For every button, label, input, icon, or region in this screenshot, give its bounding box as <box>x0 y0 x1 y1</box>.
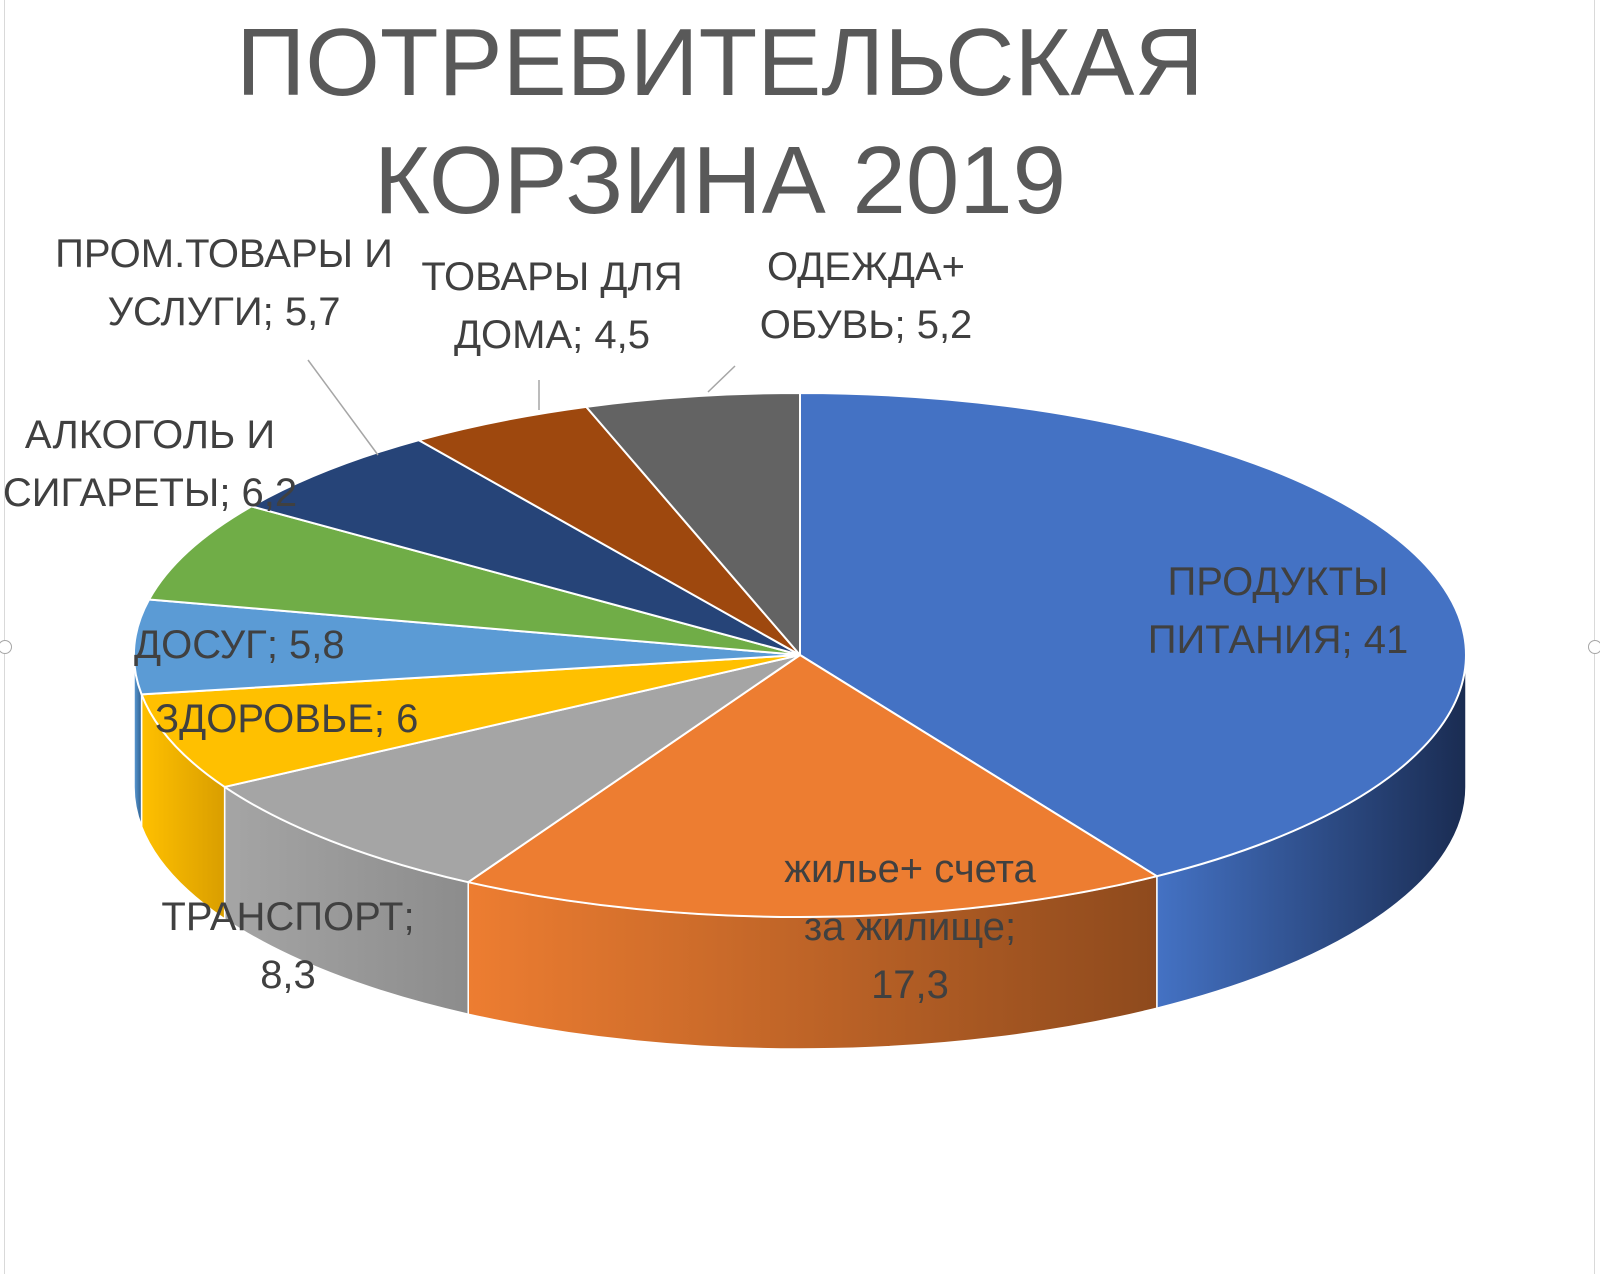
data-label-1-line-2: 17,3 <box>871 963 949 1007</box>
data-label-8: ОДЕЖДА+ ОБУВЬ; 5,2 <box>760 245 973 347</box>
data-label-8-line-0: ОДЕЖДА+ <box>767 245 965 289</box>
pie-slice-2[interactable] <box>223 654 801 884</box>
data-label-1-line-1: за жилище; <box>804 905 1016 949</box>
data-label-7-line-0: ТОВАРЫ ДЛЯ <box>421 255 682 299</box>
data-label-5-line-1: СИГАРЕТЫ; 6,2 <box>3 471 297 515</box>
data-label-5: АЛКОГОЛЬ И СИГАРЕТЫ; 6,2 <box>3 413 297 515</box>
pie-slice-4[interactable] <box>133 598 801 696</box>
resize-handle-right[interactable] <box>1588 640 1600 654</box>
chart-title-line-2: КОРЗИНА 2019 <box>373 127 1066 234</box>
data-label-4-line-0: ДОСУГ; 5,8 <box>134 623 345 667</box>
chart-title-line-1: ПОТРЕБИТЕЛЬСКАЯ <box>236 9 1204 116</box>
pie-slice-5[interactable] <box>148 505 801 656</box>
data-label-3-line-0: ЗДОРОВЬЕ; 6 <box>155 697 418 741</box>
data-label-5-line-0: АЛКОГОЛЬ И <box>25 413 275 457</box>
leader-line-6 <box>307 359 379 456</box>
pie-slice-3[interactable] <box>140 654 801 788</box>
data-label-6-line-0: ПРОМ.ТОВАРЫ И <box>55 232 393 276</box>
pie-slice-6[interactable] <box>250 439 801 656</box>
chart-frame-left-edge <box>4 0 5 1274</box>
data-label-2: ТРАНСПОРТ; 8,3 <box>161 895 414 997</box>
data-label-4: ДОСУГ; 5,8 <box>134 623 345 667</box>
data-label-2-line-1: 8,3 <box>260 953 316 997</box>
data-label-0-line-1: ПИТАНИЯ; 41 <box>1148 618 1409 662</box>
data-label-6: ПРОМ.ТОВАРЫ И УСЛУГИ; 5,7 <box>55 232 393 334</box>
data-label-7: ТОВАРЫ ДЛЯ ДОМА; 4,5 <box>421 255 682 357</box>
data-label-0: ПРОДУКТЫ ПИТАНИЯ; 41 <box>1148 560 1409 662</box>
data-label-3: ЗДОРОВЬЕ; 6 <box>155 697 418 741</box>
data-label-6-line-1: УСЛУГИ; 5,7 <box>108 290 341 334</box>
pie-slice-1[interactable] <box>467 654 1158 918</box>
data-label-1: жилье+ счета за жилище; 17,3 <box>784 847 1036 1007</box>
chart-frame-right-edge <box>1594 0 1595 1274</box>
pie-slice-8[interactable] <box>585 392 801 656</box>
pie-slice-7[interactable] <box>417 405 801 656</box>
data-label-1-line-0: жилье+ счета <box>784 847 1036 891</box>
pie-slice-0[interactable] <box>799 392 1467 878</box>
data-label-8-line-1: ОБУВЬ; 5,2 <box>760 303 973 347</box>
data-label-0-line-0: ПРОДУКТЫ <box>1168 560 1389 604</box>
data-label-7-line-1: ДОМА; 4,5 <box>454 313 650 357</box>
leader-line-8 <box>707 365 736 393</box>
resize-handle-left[interactable] <box>0 640 12 654</box>
data-label-2-line-0: ТРАНСПОРТ; <box>161 895 414 939</box>
chart-title: ПОТРЕБИТЕЛЬСКАЯ КОРЗИНА 2019 <box>0 4 1440 240</box>
